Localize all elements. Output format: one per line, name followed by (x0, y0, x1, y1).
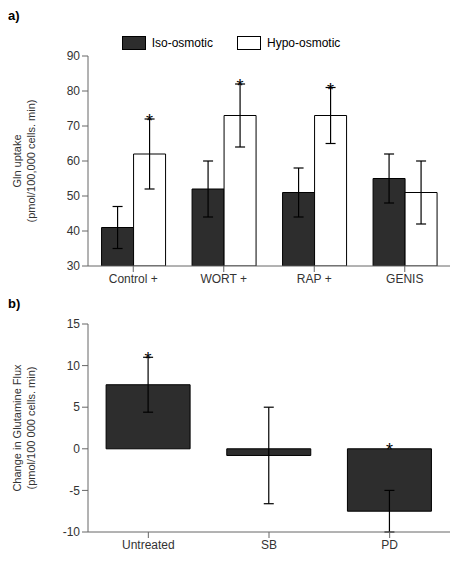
svg-text:WORT +: WORT + (200, 272, 247, 286)
svg-text:0: 0 (73, 442, 80, 456)
html-text:a): a) (8, 8, 20, 23)
svg-text:Gln uptake(pmol/100,000 cells.: Gln uptake(pmol/100,000 cells. min) (11, 100, 36, 223)
svg-text:80: 80 (67, 84, 81, 98)
svg-text:*: * (146, 111, 153, 131)
svg-text:5: 5 (73, 400, 80, 414)
svg-text:*: * (237, 76, 244, 96)
svg-text:30: 30 (67, 259, 81, 273)
svg-text:-5: -5 (69, 484, 80, 498)
svg-text:RAP +: RAP + (297, 272, 332, 286)
svg-text:-10: -10 (63, 525, 81, 539)
svg-text:50: 50 (67, 189, 81, 203)
svg-text:Untreated: Untreated (122, 538, 175, 552)
html-text:Iso-osmotic: Iso-osmotic (151, 36, 213, 50)
svg-text:PD: PD (381, 538, 398, 552)
svg-text:Control +: Control + (109, 272, 158, 286)
svg-text:*: * (145, 349, 152, 369)
svg-text:60: 60 (67, 154, 81, 168)
svg-text:70: 70 (67, 119, 81, 133)
svg-text:40: 40 (67, 224, 81, 238)
svg-text:*: * (327, 80, 334, 100)
svg-text:90: 90 (67, 49, 81, 63)
svg-text:Change in Glutamine Flux(pmol/: Change in Glutamine Flux(pmol/100 000 ce… (11, 364, 36, 492)
svg-text:SB: SB (261, 538, 277, 552)
svg-text:*: * (386, 440, 393, 460)
svg-text:10: 10 (67, 359, 81, 373)
html-text:b): b) (8, 296, 21, 311)
svg-text:15: 15 (67, 317, 81, 331)
svg-text:GENIS: GENIS (386, 272, 423, 286)
html-text:Hypo-osmotic: Hypo-osmotic (267, 36, 341, 50)
